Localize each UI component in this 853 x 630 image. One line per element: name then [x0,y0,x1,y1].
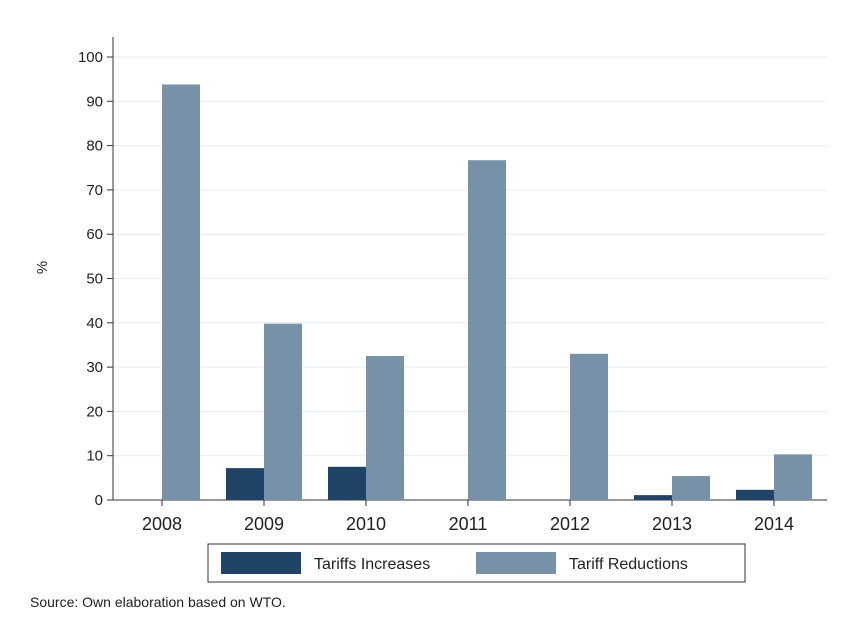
bar-tariff-reductions-2010 [366,356,404,500]
bar-chart: 0 10 20 30 40 50 60 70 80 90 100% 2008 2009 2010 2011 2… [34,37,827,583]
y-axis-label: % [34,261,51,274]
x-tick-label: 2009 [244,514,284,534]
y-tick-label: 40 [86,315,103,332]
x-tick-label: 2011 [449,514,488,534]
x-tick-label: 2013 [652,514,692,534]
legend-swatch-1 [476,552,556,574]
y-tick-label: 10 [86,448,103,465]
x-tick-label: 2014 [754,514,794,534]
bar-tariffs-increases-2009 [226,468,264,500]
bar-tariffs-increases-2010 [328,466,366,500]
legend-label-0: Tariffs Increases [314,556,430,573]
bar-tariffs-increases-2014 [736,489,774,500]
bar-tariff-reductions-2011 [468,160,506,500]
y-tick-label: 50 [86,271,103,288]
y-tick-label: 70 [86,182,103,199]
x-tick-label: 2010 [346,514,386,534]
legend-label-1: Tariff Reductions [569,556,688,573]
x-tick-label: 2012 [550,514,590,534]
bar-tariff-reductions-2009 [264,323,302,500]
bar-tariff-reductions-2012 [570,353,608,500]
y-tick-label: 80 [86,138,103,155]
y-tick-label: 60 [86,226,103,243]
source-note: Source: Own elaboration based on WTO. [30,594,286,610]
y-tick-label: 100 [78,49,103,66]
y-tick-label: 90 [86,93,103,110]
y-tick-label: 30 [86,359,103,376]
bar-tariffs-increases-2013 [634,495,672,500]
legend-swatch-0 [221,552,301,574]
bar-tariff-reductions-2008 [162,84,200,500]
bar-tariff-reductions-2014 [774,454,812,500]
x-tick-label: 2008 [142,514,182,534]
y-tick-label: 0 [95,492,103,509]
bar-tariff-reductions-2013 [672,476,710,500]
y-tick-label: 20 [86,403,103,420]
